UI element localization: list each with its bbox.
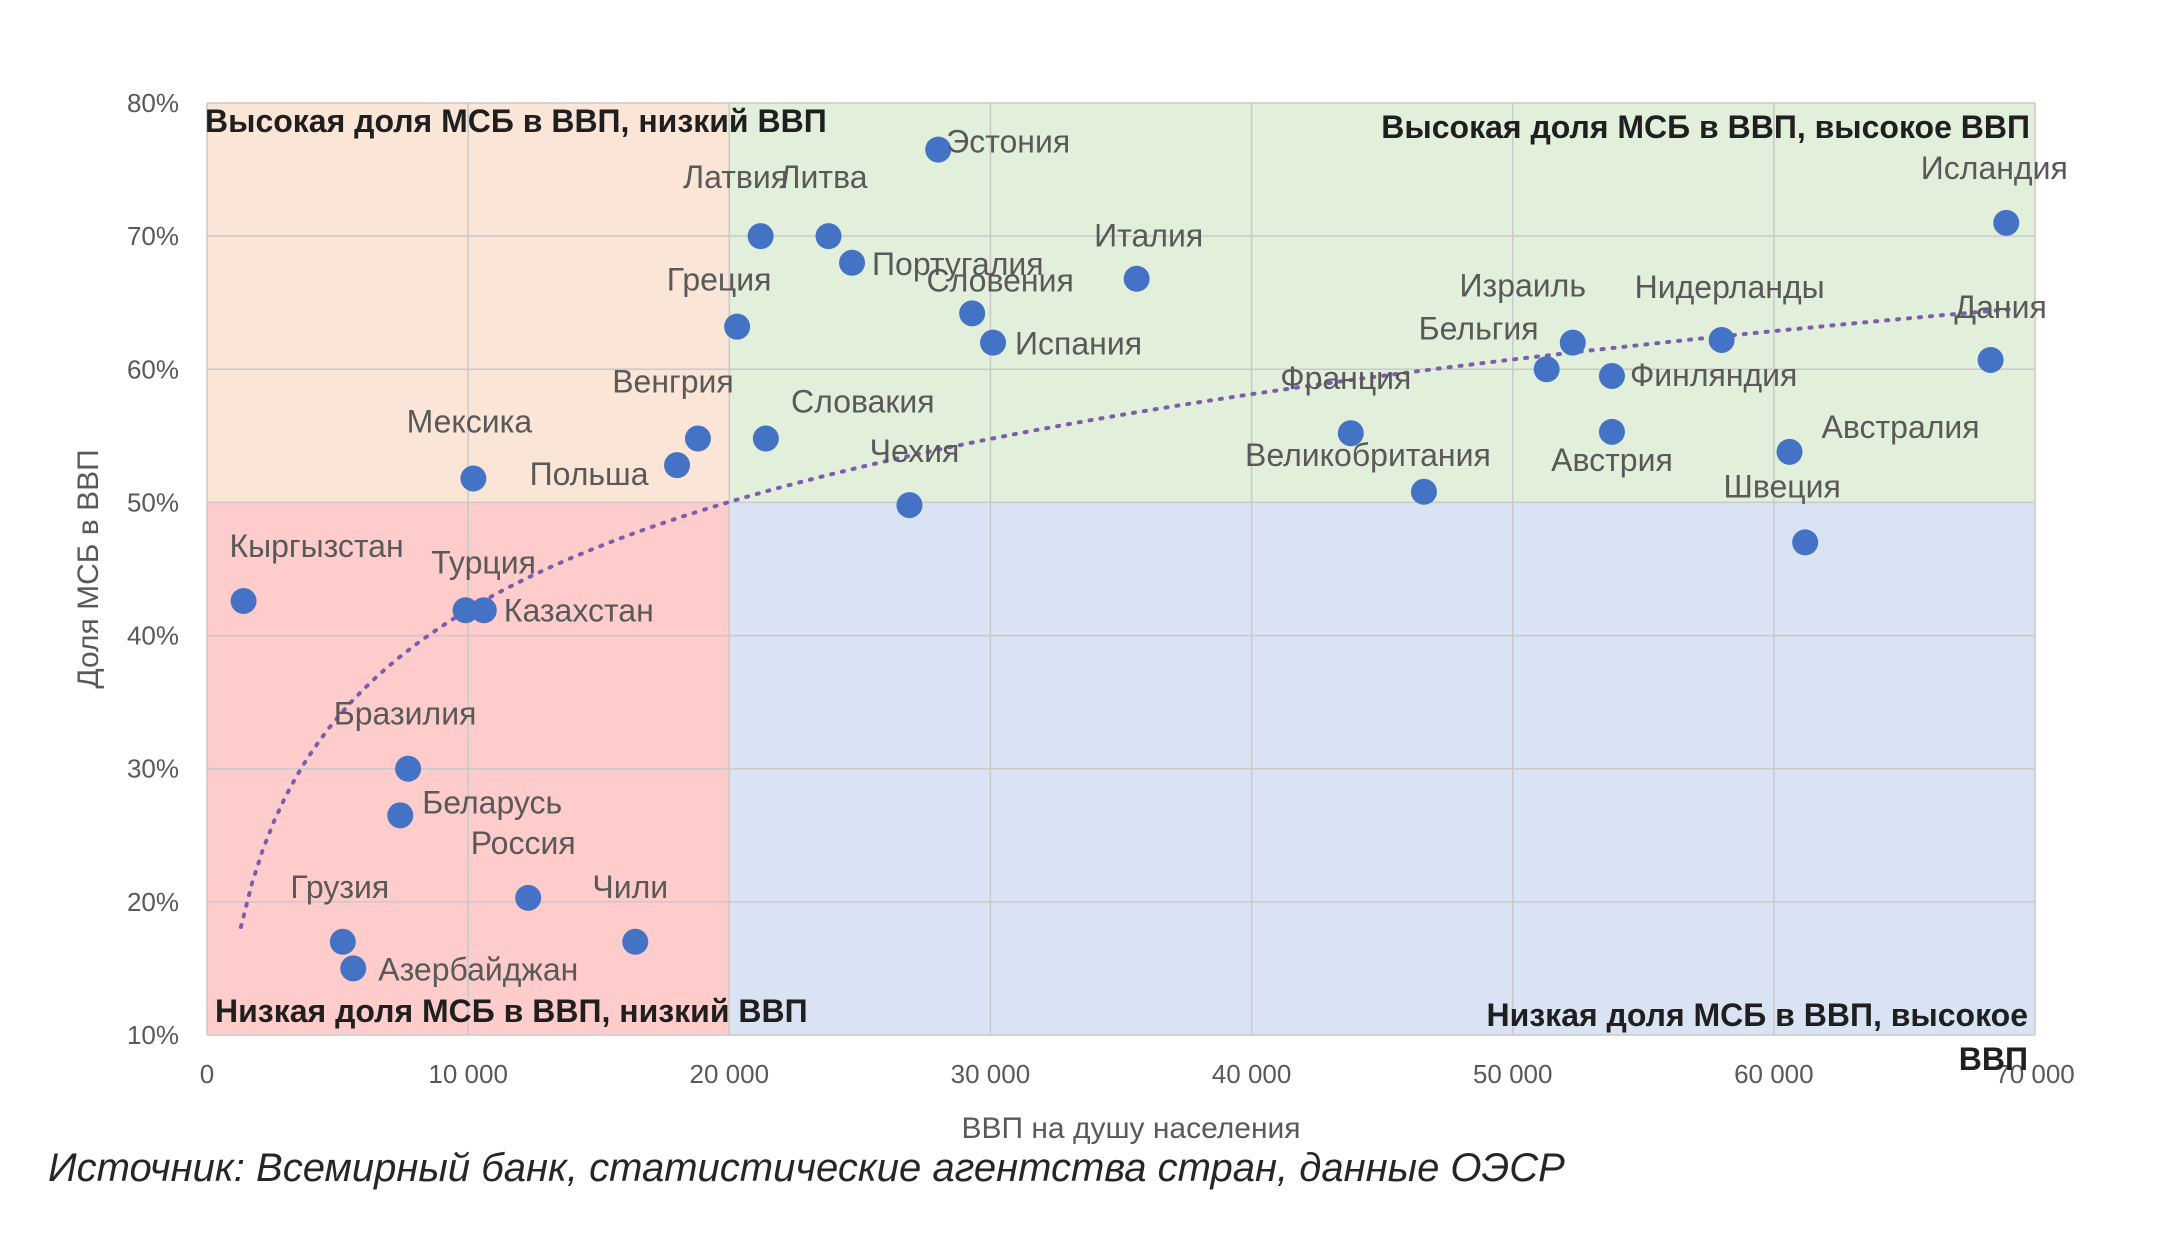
data-point	[1598, 362, 1625, 389]
data-point	[1792, 529, 1819, 556]
point-label: Австрия	[1551, 442, 1673, 478]
quadrant-label-high-share-high-gdp: Высокая доля МСБ в ВВП, высокое ВВП	[1381, 109, 2030, 145]
point-label: Венгрия	[612, 364, 733, 400]
quadrant-label-low-share-low-gdp: Низкая доля МСБ в ВВП, низкий ВВП	[215, 993, 808, 1029]
point-label: Польша	[530, 456, 649, 492]
data-point	[1337, 420, 1364, 447]
y-tick-label: 30%	[127, 754, 179, 784]
point-label: Чехия	[870, 433, 960, 469]
point-label: Грузия	[290, 869, 389, 905]
data-point	[959, 300, 986, 327]
point-label: Мексика	[407, 403, 533, 439]
point-label: Франция	[1280, 360, 1411, 396]
data-point	[925, 136, 952, 163]
point-label: Казахстан	[504, 592, 654, 628]
point-label: Швеция	[1724, 468, 1841, 504]
data-point	[622, 928, 649, 955]
point-label: Чили	[592, 869, 668, 905]
data-point	[1598, 418, 1625, 445]
x-axis-title: ВВП на душу населения	[961, 1112, 1300, 1145]
x-tick-label: 60 000	[1734, 1059, 1814, 1089]
point-label: Словакия	[791, 384, 935, 420]
x-tick-label: 40 000	[1212, 1059, 1292, 1089]
point-label: Латвия	[683, 159, 788, 195]
data-point	[452, 597, 479, 624]
y-tick-label: 20%	[127, 887, 179, 917]
y-tick-label: 80%	[127, 88, 179, 118]
point-label: Беларусь	[422, 784, 562, 820]
point-label: Португалия	[872, 246, 1044, 282]
quadrant-high-share-high-gdp	[729, 103, 2036, 503]
y-tick-label: 10%	[127, 1020, 179, 1050]
point-label: Словения	[927, 262, 1074, 298]
data-point	[515, 884, 542, 911]
data-point	[1776, 438, 1803, 465]
data-point	[1559, 329, 1586, 356]
data-point	[684, 425, 711, 452]
y-tick-label: 70%	[127, 221, 179, 251]
data-point	[1993, 209, 2020, 236]
data-point	[896, 492, 923, 519]
point-label: Литва	[780, 159, 868, 195]
point-label: Азербайджан	[378, 951, 578, 987]
quadrant-label-low-share-high-gdp: Низкая доля МСБ в ВВП, высокое ВВП	[1486, 997, 2028, 1077]
point-label: Финляндия	[1630, 357, 1797, 393]
point-label: Австралия	[1822, 409, 1980, 445]
data-point	[752, 425, 779, 452]
data-point	[1533, 356, 1560, 383]
y-tick-label: 50%	[127, 487, 179, 517]
data-point	[470, 597, 497, 624]
point-label: Греция	[667, 262, 772, 298]
point-label: Эстония	[946, 124, 1070, 160]
data-point	[1123, 265, 1150, 292]
point-label: Нидерланды	[1635, 269, 1825, 305]
x-tick-label: 70 000	[1995, 1059, 2075, 1089]
point-label: Бельгия	[1419, 310, 1539, 346]
data-point	[395, 755, 422, 782]
point-label: Россия	[471, 825, 576, 861]
y-tick-label: 40%	[127, 621, 179, 651]
data-point	[664, 452, 691, 479]
y-axis-title: Доля МСБ в ВВП	[72, 449, 105, 688]
data-point	[1977, 346, 2004, 373]
point-label: Бразилия	[334, 696, 477, 732]
source-note: Источник: Всемирный банк, статистические…	[48, 1146, 1565, 1190]
point-label: Италия	[1094, 218, 1203, 254]
y-tick-label: 60%	[127, 354, 179, 384]
data-point	[815, 223, 842, 250]
point-label: Кыргызстан	[229, 528, 403, 564]
x-tick-label: 20 000	[690, 1059, 770, 1089]
data-point	[230, 587, 257, 614]
data-point	[724, 313, 751, 340]
data-point	[747, 223, 774, 250]
data-point	[839, 249, 866, 276]
data-point	[1410, 478, 1437, 505]
data-point	[340, 955, 367, 982]
point-label: Испания	[1015, 326, 1142, 362]
point-label: Израиль	[1460, 268, 1586, 304]
x-tick-label: 10 000	[428, 1059, 508, 1089]
point-label: Турция	[431, 544, 536, 580]
point-label: Дания	[1954, 289, 2046, 325]
data-point	[980, 329, 1007, 356]
quadrant-label-high-share-low-gdp: Высокая доля МСБ в ВВП, низкий ВВП	[205, 103, 827, 139]
data-point	[1708, 326, 1735, 353]
x-tick-label: 0	[200, 1059, 214, 1089]
data-point	[387, 802, 414, 829]
x-tick-label: 30 000	[951, 1059, 1031, 1089]
data-point	[460, 465, 487, 492]
data-point	[329, 928, 356, 955]
x-tick-label: 50 000	[1473, 1059, 1553, 1089]
point-label: Исландия	[1921, 150, 2068, 186]
point-label: Великобритания	[1245, 437, 1491, 473]
